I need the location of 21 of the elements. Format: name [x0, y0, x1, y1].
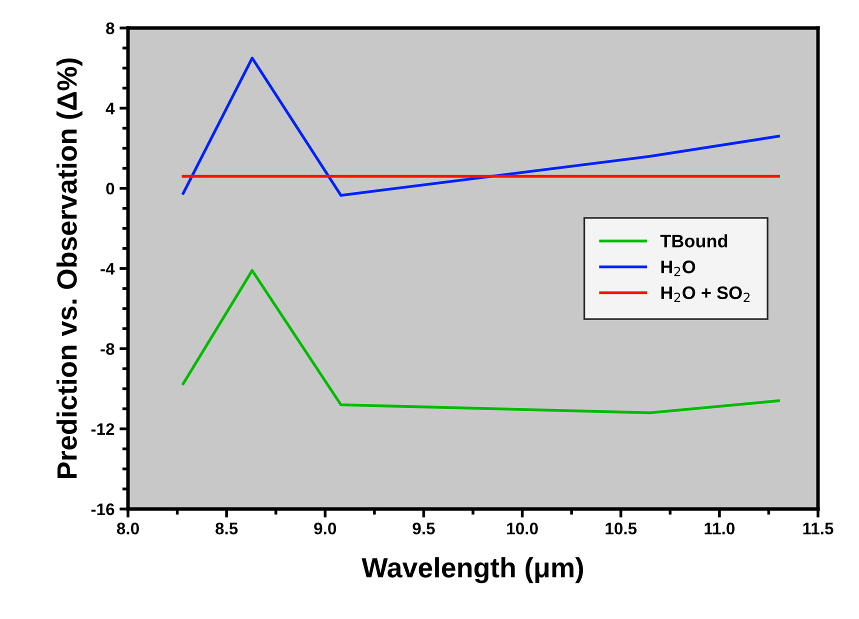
- x-tick-label: 8.5: [216, 522, 238, 534]
- y-tick-label: -16: [91, 503, 114, 516]
- y-tick-label: -8: [100, 343, 114, 355]
- x-tick-label: 8.0: [116, 522, 139, 534]
- y-tick-label: 0: [106, 182, 114, 195]
- x-tick-label: 10.0: [507, 522, 538, 534]
- line-series: [182, 56, 780, 197]
- legend-label: TBound: [660, 234, 728, 248]
- y-tick-label: 8: [106, 22, 114, 34]
- x-tick-label: 11.0: [704, 522, 735, 534]
- legend-label: H$_{2}$O: [661, 260, 696, 276]
- x-tick-label: 10.5: [606, 522, 637, 534]
- x-tick-label: 9.5: [412, 522, 435, 534]
- x-axis-title: Wavelength (μm): [362, 557, 583, 584]
- y-tick-label: -4: [100, 263, 115, 275]
- y-tick-label: -12: [91, 423, 114, 435]
- y-axis-title: Prediction vs. Observation (Δ%): [56, 58, 82, 478]
- legend-label: H$_{2}$O + SO$_{2}$: [661, 286, 750, 302]
- x-tick-label: 11.5: [803, 522, 834, 534]
- x-tick-label: 9.0: [314, 522, 336, 534]
- y-tick-label: 4: [106, 102, 115, 114]
